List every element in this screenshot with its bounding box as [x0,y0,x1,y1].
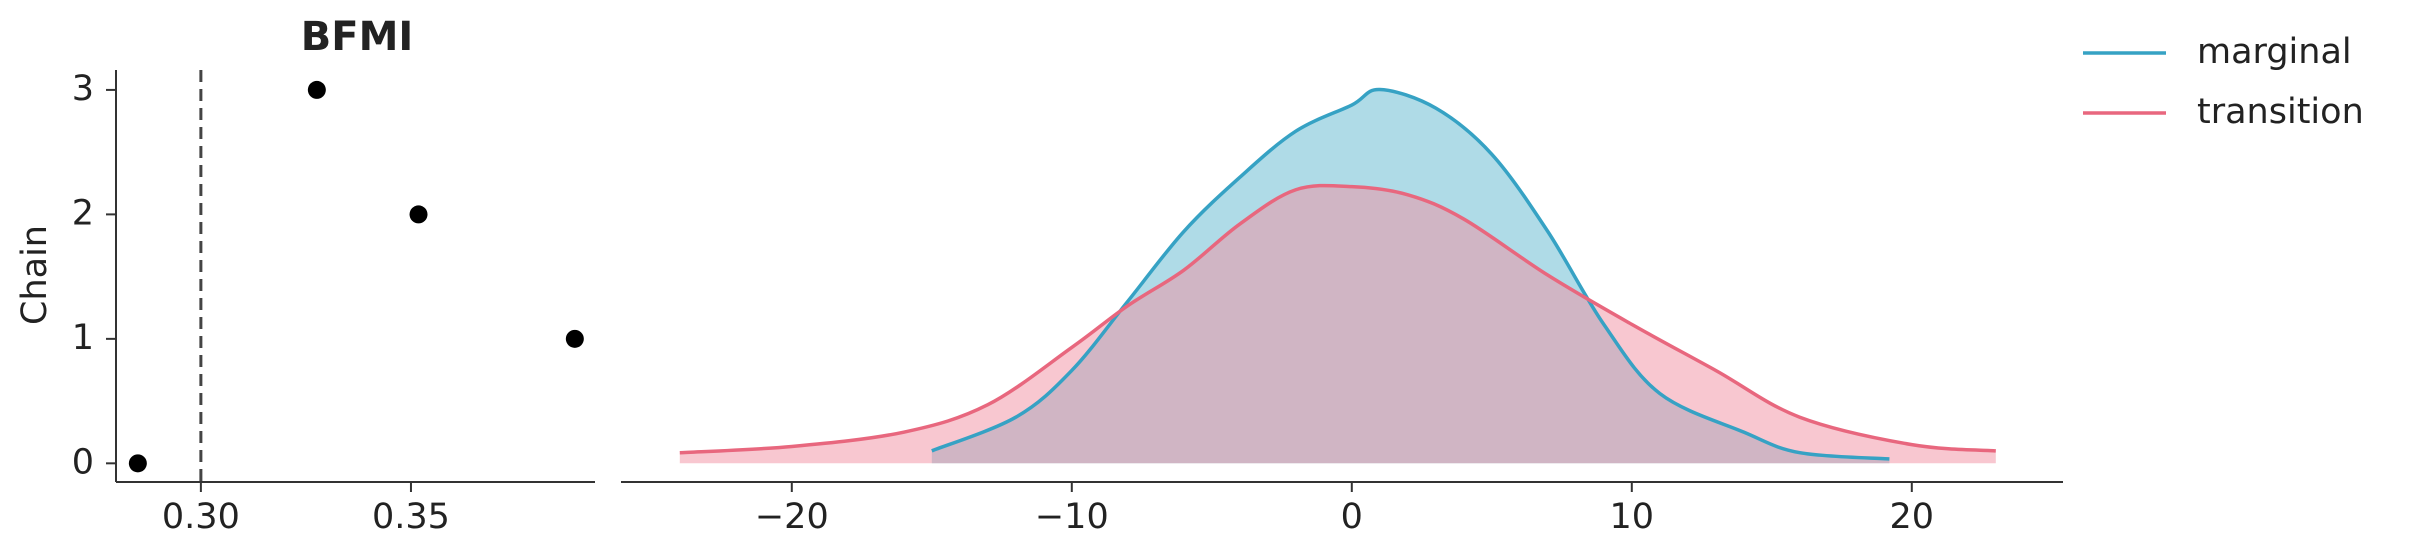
point [307,80,326,99]
point [565,329,584,348]
point [128,454,147,473]
x-tick-label: 0.30 [162,497,240,537]
y-tick-label: 0 [72,442,94,482]
y-tick-label: 2 [72,193,94,233]
x-tick-label: 0.35 [372,497,450,537]
x-tick-label: −20 [755,497,829,537]
y-axis-label: Chain [15,225,55,325]
density-area [679,185,1996,464]
legend-label: transition [2197,92,2364,132]
density-line [679,183,1996,455]
x-tick-label: 0 [1341,497,1363,537]
density-line [931,87,1890,461]
legend-label: marginal [2197,32,2352,72]
chart-title: BFMI [301,14,414,60]
y-tick-label: 3 [72,69,94,109]
point [409,205,428,224]
y-tick-label: 1 [72,318,94,358]
x-tick-label: 20 [1890,497,1935,537]
x-tick-label: −10 [1035,497,1109,537]
x-tick-label: 10 [1610,497,1655,537]
